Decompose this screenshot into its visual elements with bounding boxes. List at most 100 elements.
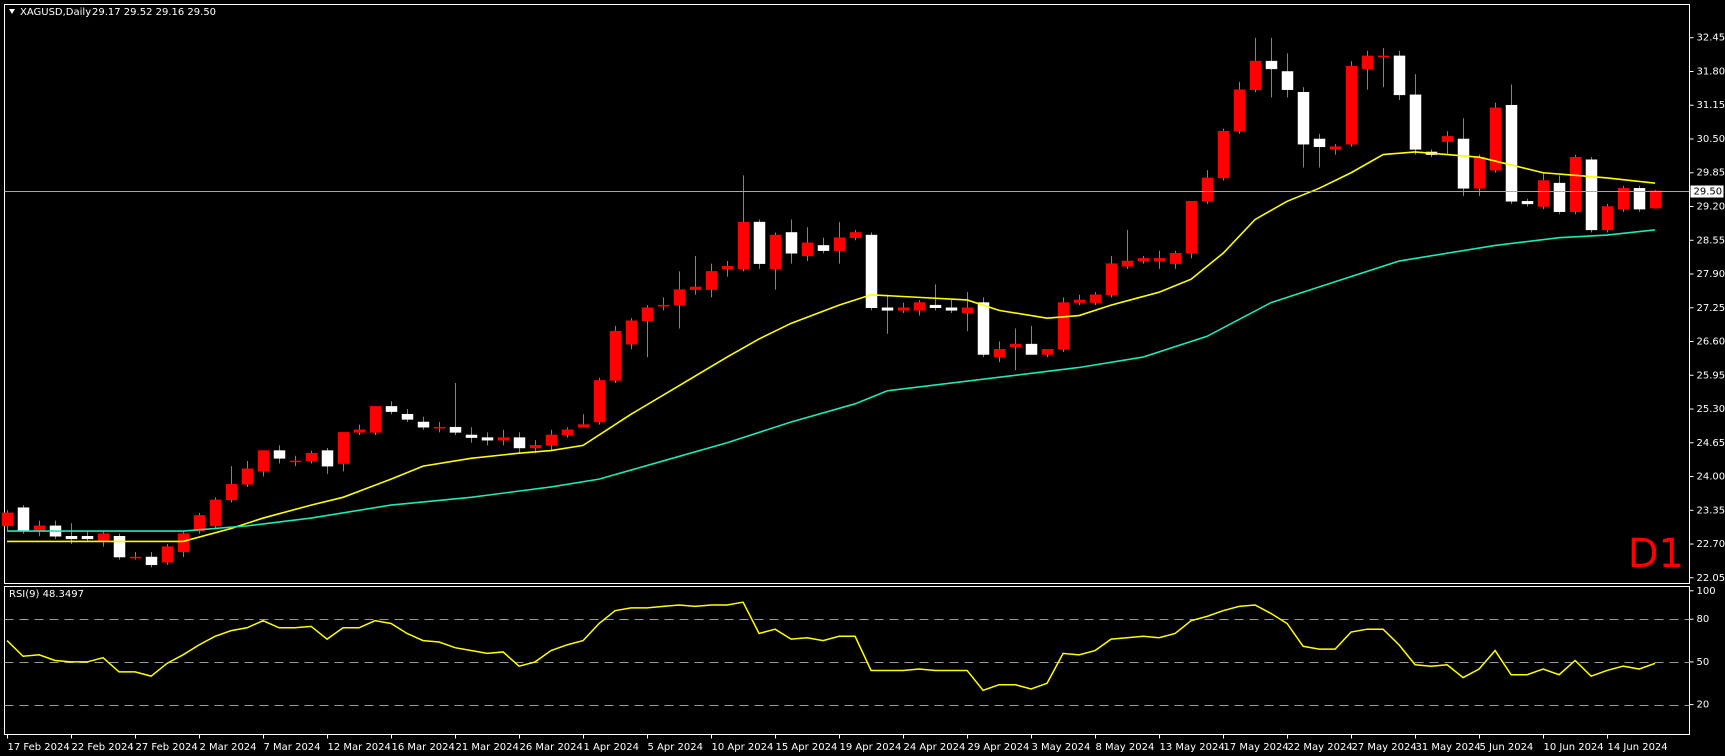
collapse-arrow — [9, 9, 15, 14]
candle-body-down — [1553, 182, 1566, 212]
y-tick-label: 22.05 — [1697, 573, 1725, 584]
candle-body-down — [481, 437, 494, 441]
x-tick-label: 3 May 2024 — [1032, 742, 1091, 753]
candle-body-up — [1617, 188, 1630, 210]
candle-body-up — [1073, 299, 1086, 303]
candle-body-down — [929, 304, 942, 309]
candle-body-up — [897, 307, 910, 311]
candle-body-up — [721, 265, 734, 270]
x-tick-label: 2 Mar 2024 — [200, 742, 257, 753]
candle-body-down — [65, 535, 78, 540]
x-tick-label: 21 Mar 2024 — [456, 742, 519, 753]
y-tick-label: 80 — [1697, 614, 1710, 625]
candle-body-down — [785, 232, 798, 254]
candle-body-up — [1537, 180, 1550, 207]
y-tick-label: 28.55 — [1697, 235, 1725, 246]
x-tick-label: 5 Jun 2024 — [1480, 742, 1534, 753]
x-tick-label: 29 Apr 2024 — [968, 742, 1030, 753]
candle-body-up — [353, 429, 366, 433]
candle-body-down — [865, 234, 878, 309]
candle-body-up — [1569, 156, 1582, 212]
candle-body-up — [609, 330, 622, 381]
candle-body-up — [209, 499, 222, 527]
candle-body-down — [1505, 104, 1518, 202]
moving-average — [7, 151, 1656, 543]
candle-body-up — [129, 556, 142, 559]
candle-body-down — [401, 413, 414, 420]
candle-body-up — [1105, 263, 1118, 296]
y-tick-label: 30.50 — [1697, 134, 1725, 145]
candle-body-down — [513, 437, 526, 449]
candle-body-up — [993, 349, 1006, 358]
candle-body-up — [257, 450, 270, 472]
candle-body-up — [801, 242, 814, 257]
candle-body-down — [1313, 138, 1326, 148]
candle-body-up — [1169, 252, 1182, 264]
candle-body-down — [753, 221, 766, 264]
candle-body-up — [529, 445, 542, 449]
candle-body-up — [1601, 206, 1614, 231]
candle-body-up — [689, 286, 702, 290]
candle-body-up — [545, 434, 558, 446]
candle-body-up — [1057, 302, 1070, 350]
y-tick-label: 27.90 — [1697, 269, 1725, 280]
y-tick-label: 29.20 — [1697, 202, 1725, 213]
candle-body-up — [1201, 177, 1214, 202]
y-tick-label: 25.30 — [1697, 404, 1725, 415]
y-tick-label: 22.70 — [1697, 539, 1725, 550]
x-tick-label: 27 May 2024 — [1352, 742, 1417, 753]
y-tick-label: 24.00 — [1697, 472, 1725, 483]
y-tick-label: 50 — [1697, 657, 1710, 668]
y-tick-label: 23.35 — [1697, 505, 1725, 516]
x-tick-label: 16 Mar 2024 — [392, 742, 455, 753]
candle-body-up — [769, 234, 782, 270]
y-tick-label: 26.60 — [1697, 337, 1725, 348]
candle-body-up — [1153, 258, 1166, 262]
candle-body-down — [273, 450, 286, 459]
current-price-box — [1690, 185, 1724, 198]
candle-body-up — [161, 546, 174, 563]
candle-body-up — [561, 429, 574, 436]
candle-body-up — [1185, 201, 1198, 254]
chart-subtitle: 29.17 29.52 29.16 29.50 — [92, 7, 216, 18]
candle-body-up — [657, 304, 670, 307]
x-tick-label: 12 Mar 2024 — [328, 742, 391, 753]
x-tick-label: 1 Apr 2024 — [584, 742, 639, 753]
candle-body-down — [1265, 60, 1278, 70]
y-tick-label: 20 — [1697, 700, 1710, 711]
candle-body-up — [1121, 260, 1134, 267]
candle-body-down — [449, 426, 462, 433]
candle-body-down — [113, 535, 126, 558]
candle-body-down — [417, 421, 430, 428]
x-tick-label: 17 May 2024 — [1224, 742, 1289, 753]
candle-body-up — [497, 437, 510, 441]
candle-body-up — [1137, 258, 1150, 262]
candle-body-down — [1457, 138, 1470, 189]
candle-body-up — [1329, 146, 1342, 150]
candle-body-down — [321, 450, 334, 467]
candle-body-up — [1089, 294, 1102, 303]
rsi-panel-frame — [4, 586, 1690, 735]
x-tick-label: 7 Mar 2024 — [264, 742, 321, 753]
x-tick-label: 19 Apr 2024 — [840, 742, 902, 753]
candle-body-up — [177, 533, 190, 553]
x-tick-label: 31 May 2024 — [1416, 742, 1481, 753]
x-tick-label: 24 Apr 2024 — [904, 742, 966, 753]
x-tick-label: 15 Apr 2024 — [776, 742, 838, 753]
candle-body-up — [1649, 190, 1662, 209]
y-tick-label: 29.85 — [1697, 168, 1725, 179]
moving-average — [7, 229, 1656, 532]
candle-body-up — [1249, 60, 1262, 90]
x-tick-label: 5 Apr 2024 — [648, 742, 703, 753]
candle-body-down — [1297, 92, 1310, 145]
candle-body-up — [289, 460, 302, 463]
current-price-label: 29.50 — [1694, 187, 1723, 198]
x-tick-label: 10 Jun 2024 — [1544, 742, 1604, 753]
candle-body-up — [1441, 136, 1454, 142]
candle-body-down — [1281, 71, 1294, 90]
y-tick-label: 31.80 — [1697, 66, 1725, 77]
main-panel-frame — [4, 4, 1690, 584]
y-tick-label: 25.95 — [1697, 370, 1725, 381]
